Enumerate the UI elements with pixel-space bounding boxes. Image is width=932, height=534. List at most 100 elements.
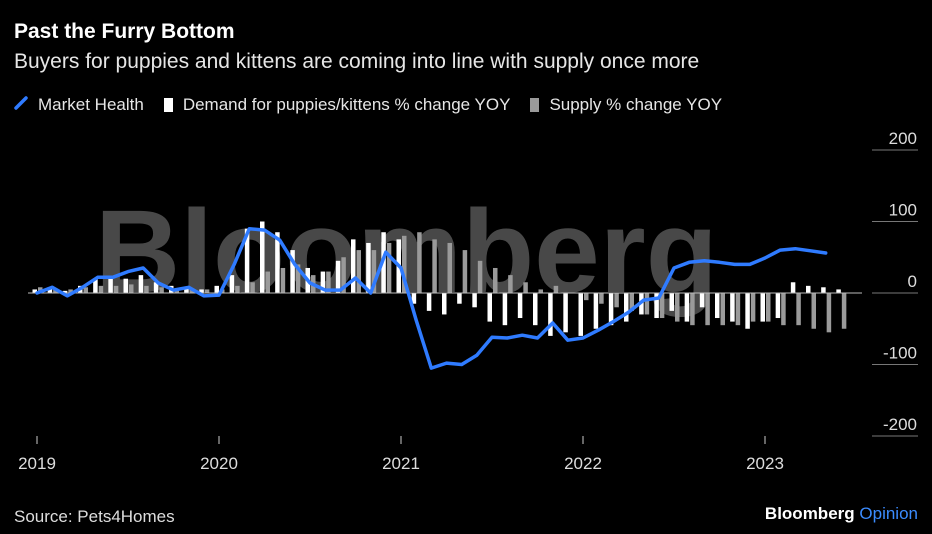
brand-suffix: Opinion <box>859 504 918 523</box>
supply-bar <box>432 239 437 293</box>
y-tick-label: -200 <box>883 415 917 434</box>
demand-bar <box>153 282 159 293</box>
supply-bar <box>553 285 559 293</box>
demand-bar <box>760 293 765 322</box>
supply-bar <box>599 293 604 304</box>
supply-bar <box>766 293 771 322</box>
supply-bar <box>477 260 483 293</box>
supply-bar <box>659 293 665 319</box>
x-tick-label: 2020 <box>200 454 238 473</box>
supply-bar <box>280 267 286 293</box>
y-tick-label: 100 <box>889 201 917 220</box>
supply-bar <box>750 293 756 322</box>
demand-bar <box>806 285 811 293</box>
legend-supply-swatch <box>530 98 540 112</box>
supply-bar <box>584 293 589 301</box>
supply-bar <box>447 242 452 293</box>
supply-bar <box>326 271 331 293</box>
demand-bar <box>244 228 250 293</box>
demand-bar <box>548 293 553 336</box>
legend: Market Health Demand for puppies/kittens… <box>14 95 722 115</box>
supply-bar <box>83 287 88 293</box>
demand-bar <box>108 277 113 293</box>
supply-bar <box>68 289 73 293</box>
demand-bar <box>624 293 629 322</box>
supply-bar <box>811 293 816 329</box>
supply-bar <box>98 285 104 293</box>
demand-bar <box>730 293 735 322</box>
supply-bar <box>735 293 741 326</box>
chart-title: Past the Furry Bottom <box>14 20 235 43</box>
demand-bar <box>745 293 750 329</box>
supply-bar <box>826 293 832 333</box>
demand-bar <box>533 293 538 326</box>
demand-bar <box>487 293 492 322</box>
demand-bar <box>563 293 568 333</box>
supply-bar <box>265 271 270 293</box>
demand-bar <box>290 250 295 293</box>
chart-subtitle: Buyers for puppies and kittens are comin… <box>14 50 700 73</box>
demand-bar <box>123 278 128 293</box>
supply-bar <box>250 282 255 293</box>
supply-bar <box>417 232 422 293</box>
y-tick-label: -100 <box>883 344 917 363</box>
demand-bar <box>790 282 796 293</box>
demand-bar <box>669 293 674 311</box>
demand-bar <box>184 287 189 293</box>
demand-bar <box>699 293 705 308</box>
supply-bar <box>841 293 847 329</box>
demand-bar <box>457 293 462 304</box>
supply-bar <box>341 257 346 293</box>
supply-bar <box>675 293 680 322</box>
demand-bar <box>517 293 523 319</box>
supply-bar <box>493 267 498 293</box>
demand-bar <box>62 290 68 293</box>
supply-bar <box>644 293 650 315</box>
supply-bar <box>690 293 695 326</box>
legend-market-health: Market Health <box>38 95 144 114</box>
brand-logo: Bloomberg Opinion <box>765 504 918 524</box>
demand-bar <box>608 293 614 326</box>
demand-bar <box>138 275 144 293</box>
legend-supply: Supply % change YOY <box>549 95 723 114</box>
demand-bar <box>715 293 720 319</box>
supply-bar <box>144 285 149 293</box>
supply-bar <box>629 293 634 311</box>
source-note: Source: Pets4Homes <box>14 507 175 526</box>
demand-bar <box>472 293 477 308</box>
supply-bar <box>462 250 468 293</box>
x-tick-label: 2023 <box>746 454 784 473</box>
demand-bar <box>260 221 265 293</box>
supply-bar <box>386 242 392 293</box>
x-tick-label: 2019 <box>18 454 56 473</box>
supply-bar <box>614 293 619 308</box>
demand-bar <box>32 289 37 293</box>
demand-bar <box>593 293 599 329</box>
demand-bar <box>351 239 356 293</box>
demand-bar <box>426 293 432 311</box>
legend-demand: Demand for puppies/kittens % change YOY <box>182 95 511 114</box>
supply-bar <box>796 293 801 326</box>
supply-bar <box>720 293 725 326</box>
demand-bar <box>684 293 690 322</box>
demand-bar <box>320 271 326 293</box>
supply-bar <box>402 235 407 293</box>
demand-bar <box>821 287 826 293</box>
demand-bar <box>214 285 219 293</box>
market-health-line <box>35 226 828 370</box>
x-tick-label: 2022 <box>564 454 602 473</box>
brand-name: Bloomberg <box>764 504 855 523</box>
legend-demand-swatch <box>163 98 173 112</box>
supply-bar <box>781 293 786 326</box>
y-tick-label: 0 <box>908 272 917 291</box>
y-tick-label: 200 <box>889 129 917 148</box>
legend-line-swatch <box>14 95 28 115</box>
demand-bar <box>275 232 280 293</box>
supply-bar <box>508 275 513 293</box>
demand-bar <box>47 287 53 293</box>
demand-bar <box>366 242 371 293</box>
supply-bar <box>235 285 240 293</box>
demand-bar <box>442 293 447 315</box>
demand-bar <box>199 289 204 293</box>
